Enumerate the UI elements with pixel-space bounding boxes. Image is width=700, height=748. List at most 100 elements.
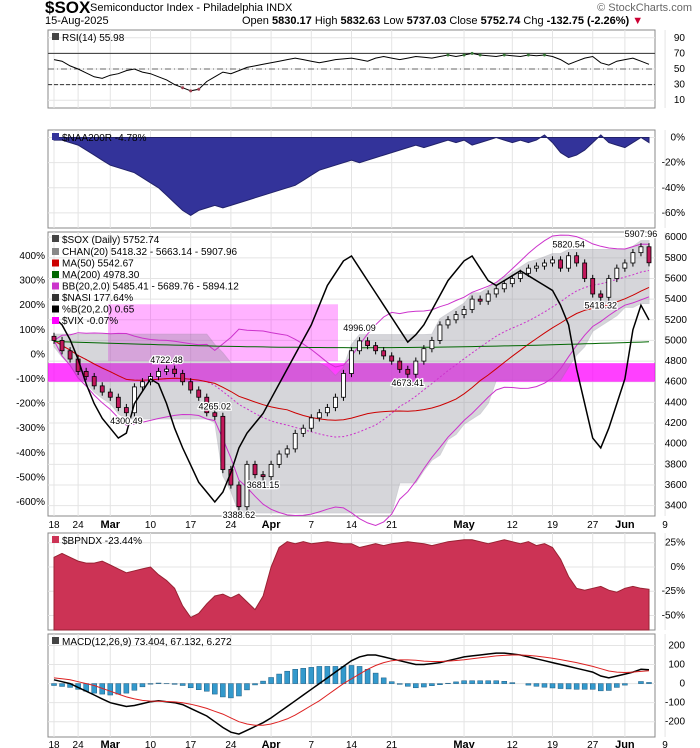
candle	[260, 471, 266, 481]
legend-swatch	[52, 637, 59, 644]
macd-hist-bar	[509, 682, 516, 684]
candle-body	[598, 293, 604, 298]
candle-body	[308, 417, 314, 429]
candle-body	[91, 376, 97, 387]
candle	[381, 347, 387, 360]
macd-hist-bar	[179, 683, 186, 686]
bpndx-tick-label: 25%	[665, 538, 685, 549]
candle	[517, 269, 523, 283]
rsi-tick-label: 70	[674, 48, 686, 59]
rsi-oversold-mark	[181, 86, 185, 90]
candle-body	[83, 371, 89, 377]
candle	[156, 367, 161, 381]
x-tick-label: 19	[547, 520, 559, 531]
macd-hist-bar	[300, 668, 307, 684]
legend-entry: MA(200) 4978.30	[62, 270, 140, 281]
rsi-overbought-mark	[462, 53, 466, 57]
x-tick-label: 27	[587, 520, 599, 531]
x-tick-label: May	[453, 739, 475, 748]
candle	[51, 332, 57, 345]
legend-entry: CHAN(20) 5418.32 - 5663.14 - 5907.96	[62, 247, 238, 258]
x-tick-label: 18	[48, 740, 60, 748]
candle	[413, 357, 419, 378]
candle-body	[284, 448, 290, 455]
candle	[276, 450, 282, 468]
candle-body	[517, 272, 523, 279]
candle-body	[324, 407, 330, 414]
candle	[397, 357, 403, 373]
candle-body	[365, 340, 370, 347]
macd-hist-bar	[340, 666, 347, 684]
rsi-tick-label: 90	[674, 33, 686, 44]
macd-hist-bar	[421, 683, 427, 688]
candle	[83, 367, 89, 381]
macd-hist-bar	[228, 683, 234, 699]
legend-entry: MA(50) 5542.67	[62, 259, 134, 270]
x-tick-label: Mar	[101, 519, 121, 531]
symbol-title: $SOX	[45, 0, 91, 17]
bpndx-title: $BPNDX -23.44%	[52, 536, 142, 547]
candle	[91, 372, 97, 390]
macd-hist-bar	[316, 666, 323, 684]
candle	[204, 393, 210, 417]
candle-body	[646, 246, 652, 264]
candle	[437, 321, 443, 345]
macd-hist-bar	[541, 683, 548, 688]
macd-hist-bar	[437, 683, 443, 685]
macd-hist-bar	[348, 665, 355, 684]
macd-hist-bar	[364, 669, 371, 684]
macd-hist-bar	[187, 683, 194, 689]
candle-body	[622, 262, 628, 269]
nasi-tick-label: -200%	[16, 399, 45, 410]
candle-body	[421, 348, 427, 362]
price-tick-label: 4200	[665, 418, 688, 429]
macd-hist-bar	[622, 683, 628, 686]
candle	[236, 481, 242, 511]
macd-hist-bar	[51, 683, 57, 686]
legend-swatch	[52, 259, 59, 267]
candle-body	[204, 396, 210, 414]
rsi-overbought-mark	[446, 53, 450, 57]
nasi-tick-label: -600%	[16, 497, 45, 508]
candle	[316, 409, 322, 422]
candle	[509, 274, 515, 288]
legend-swatch	[52, 317, 59, 324]
candle	[606, 274, 612, 301]
macd-hist-bar	[131, 683, 138, 691]
naa-tick-label: -60%	[662, 208, 685, 219]
candle-body	[582, 262, 588, 279]
macd-hist-bar	[115, 683, 122, 695]
candle	[630, 249, 636, 267]
candle	[244, 460, 250, 511]
rsi-oversold-mark	[197, 87, 201, 91]
candle-body	[542, 262, 547, 267]
price-tick-label: 4400	[665, 397, 688, 408]
macd-hist-bar	[292, 669, 298, 684]
x-tick-label: 18	[48, 520, 60, 531]
nasi-tick-label: 300%	[19, 276, 45, 287]
candle-body	[115, 396, 121, 408]
x-tick-label: 9	[662, 740, 668, 748]
macd-hist-bar	[155, 682, 162, 684]
legend-swatch	[52, 271, 59, 278]
candle	[196, 386, 202, 401]
candle-body	[469, 298, 475, 310]
x-tick-label: 19	[547, 740, 559, 748]
macd-hist-bar	[139, 683, 146, 688]
down-arrow-icon: ▼	[632, 15, 644, 27]
macd-hist-bar	[276, 673, 282, 684]
candle	[164, 365, 169, 376]
legend-swatch	[52, 294, 59, 301]
candle	[324, 403, 330, 417]
candle	[115, 393, 121, 412]
rsi-tick-label: 10	[674, 95, 686, 106]
candle-body	[140, 381, 145, 388]
legend-swatch	[52, 305, 59, 313]
macd-tick-label: -100	[665, 698, 685, 709]
naa-area	[53, 134, 650, 216]
macd-hist-bar	[533, 683, 540, 687]
candle-body	[493, 288, 499, 295]
candle-body	[477, 298, 483, 302]
bpndx-tick-label: -25%	[662, 586, 685, 597]
